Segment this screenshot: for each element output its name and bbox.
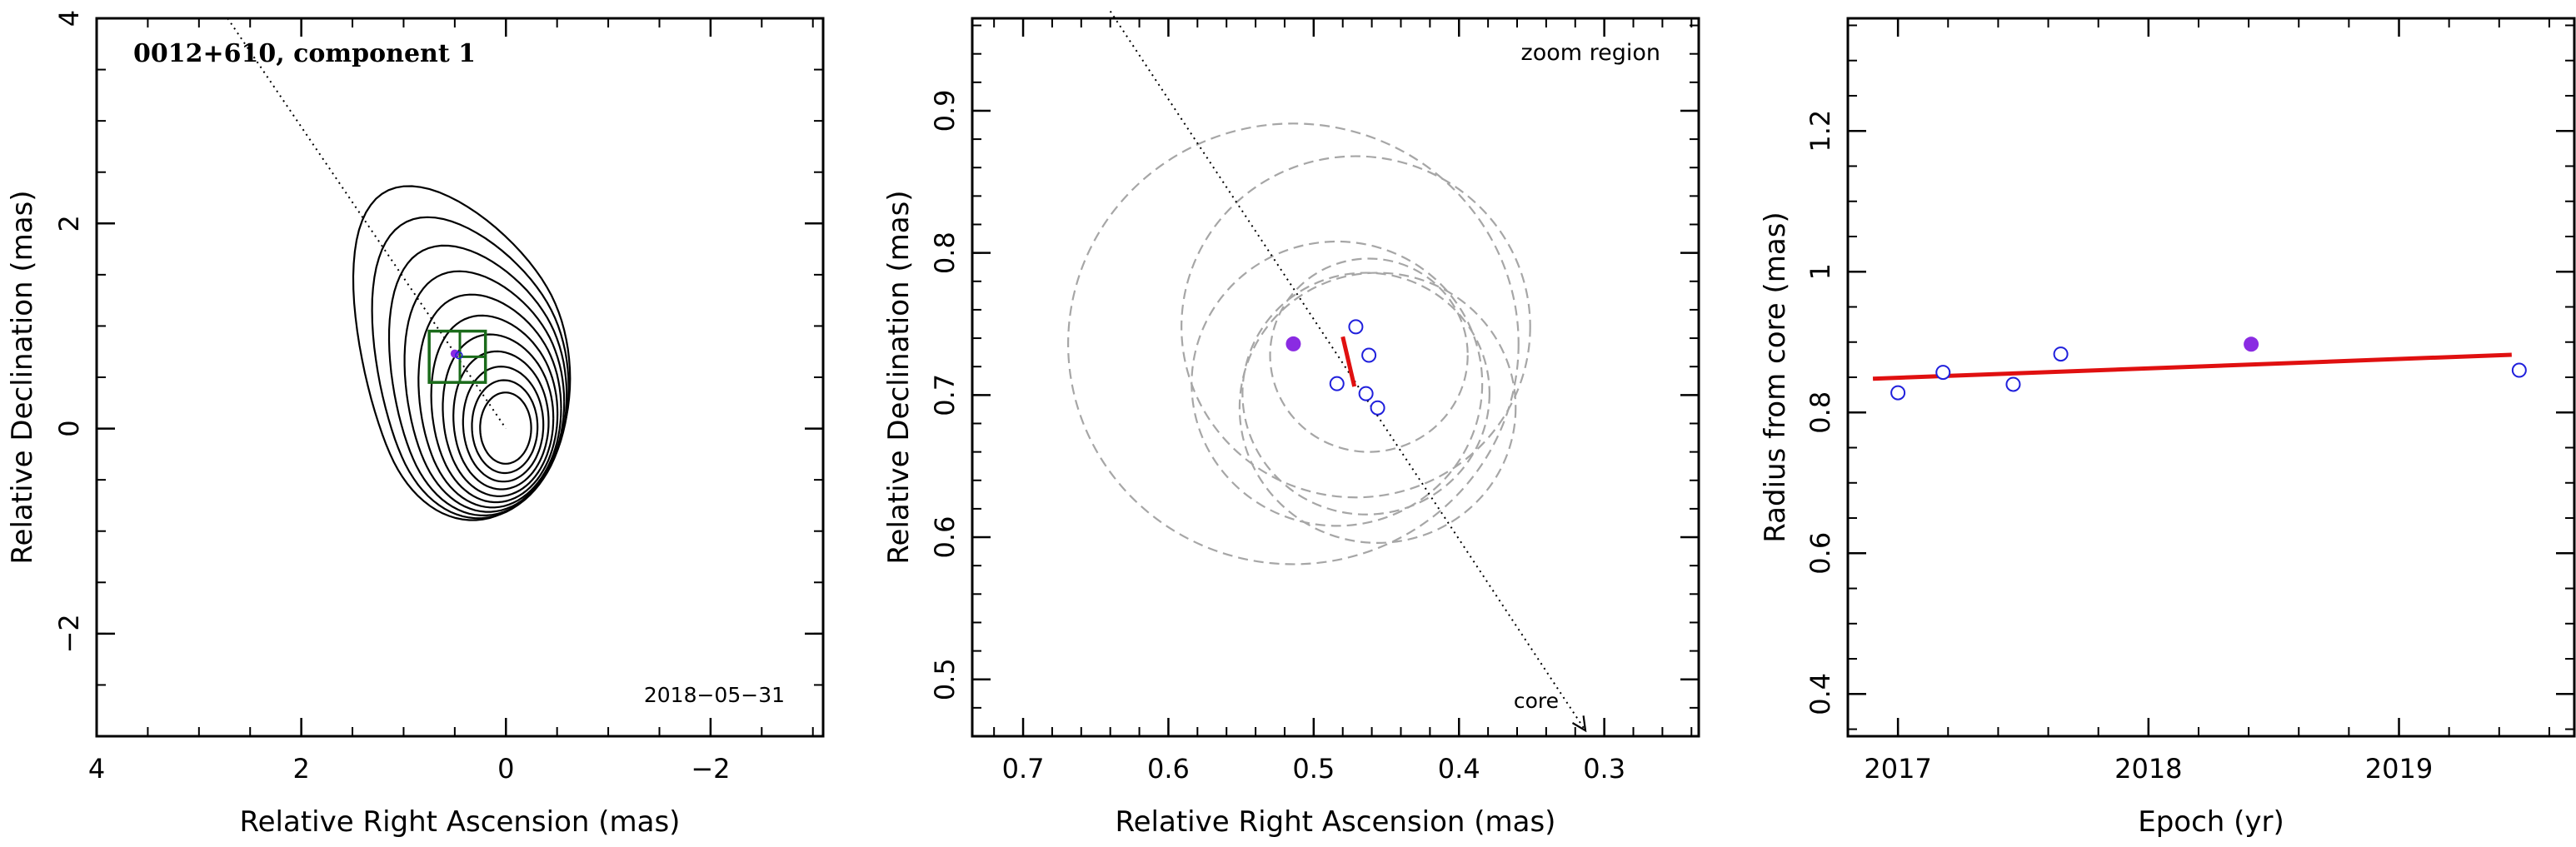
position-point [1370, 400, 1385, 416]
contour-level [471, 379, 539, 475]
contour-level [442, 333, 555, 497]
y-tick-label: 0.8 [1805, 391, 1836, 434]
x-tick-label: 4 [88, 753, 105, 785]
y-tick-label: 1.2 [1805, 110, 1836, 152]
plot-frame [971, 17, 1700, 738]
x-tick-label: −2 [691, 753, 730, 785]
contour-level [430, 314, 559, 504]
contour-level [371, 216, 570, 520]
position-point [1358, 386, 1374, 401]
component-marker-open [455, 351, 463, 360]
x-tick-label: 0.7 [1002, 753, 1045, 785]
contour-level [352, 185, 572, 521]
component-marker [450, 349, 459, 358]
x-tick-label: 0.5 [1292, 753, 1335, 785]
zoom-overlays [1109, 10, 1587, 733]
position-point [1348, 319, 1364, 335]
component-positions [1286, 319, 1385, 416]
uncertainty-circles [1067, 122, 1531, 565]
uncertainty-circle [1238, 272, 1517, 544]
x-tick-label: 2018 [2114, 753, 2182, 785]
highlighted-epoch-point [1286, 336, 1301, 351]
core-arrowhead [1571, 715, 1587, 733]
zoom-region-label: zoom region [1521, 40, 1660, 66]
x-tick-label: 0.4 [1438, 753, 1480, 785]
axis-ticks: 4 2 0 −2 −2 0 2 4 [53, 10, 823, 785]
x-tick-label: 0.3 [1583, 753, 1625, 785]
radius-point [1890, 385, 1906, 401]
contour-level [462, 365, 545, 483]
uncertainty-circle [1181, 155, 1531, 499]
y-tick-label: 0.7 [929, 374, 961, 416]
epoch-label: 2018−05−31 [644, 683, 785, 707]
y-axis-label: Radius from core (mas) [1759, 212, 1792, 542]
y-tick-label: 0.6 [1805, 532, 1836, 575]
contour-lines [352, 185, 572, 521]
uncertainty-circle [1241, 272, 1490, 516]
linear-fit-line [1872, 352, 2512, 381]
y-tick-label: 1 [1805, 263, 1836, 280]
radius-points [1890, 336, 2527, 401]
contour-level [417, 293, 562, 509]
radius-point [2511, 362, 2527, 378]
core-label: core [1514, 689, 1559, 713]
map-title: 0012+610, component 1 [133, 39, 476, 68]
y-tick-label: −2 [53, 614, 85, 653]
highlighted-epoch-point [2244, 336, 2259, 352]
y-tick-label: 0.5 [929, 658, 961, 700]
y-tick-label: 2 [53, 215, 85, 232]
panel-zoom-region: 0.7 0.6 0.5 0.4 0.3 0.5 0.6 0.7 0.8 0.9 zoom regi… [882, 10, 1700, 839]
x-tick-label: 2017 [1864, 753, 1931, 785]
axis-ticks: 0.7 0.6 0.5 0.4 0.3 0.5 0.6 0.7 0.8 0.9 [929, 18, 1699, 785]
x-tick-label: 2 [292, 753, 309, 785]
x-axis-label: Relative Right Ascension (mas) [1116, 805, 1556, 839]
y-tick-label: 0.9 [929, 90, 961, 132]
x-axis-label: Relative Right Ascension (mas) [240, 805, 681, 839]
radius-point [2053, 346, 2069, 362]
uncertainty-circle [1067, 122, 1520, 565]
motion-fit-segment [1340, 336, 1357, 387]
y-tick-label: 0.6 [929, 516, 961, 559]
x-tick-label: 0 [497, 753, 514, 785]
y-axis-label: Relative Declination (mas) [6, 190, 39, 564]
position-point [1329, 376, 1345, 391]
jet-direction-line [1109, 10, 1586, 731]
jet-axis-line [227, 17, 507, 430]
panel-contour-map: 4 2 0 −2 −2 0 2 4 0012+610, component 1 2018−05… [6, 10, 825, 839]
y-tick-label: 4 [53, 10, 85, 27]
y-tick-label: 0 [53, 420, 85, 436]
y-tick-label: 0.4 [1805, 673, 1836, 715]
radius-point [2005, 376, 2021, 392]
x-tick-label: 2019 [2365, 753, 2433, 785]
map-overlays [227, 17, 507, 430]
y-tick-label: 0.8 [929, 232, 961, 274]
uncertainty-circle [1269, 257, 1469, 453]
fit-line-group [1872, 352, 2512, 381]
contour-level [452, 350, 550, 491]
uncertainty-circle [1191, 240, 1484, 527]
panel-radius-vs-epoch: 2017 2018 2019 0.4 0.6 0.8 1 1.2 Epoch (yr) Rad… [1759, 17, 2576, 839]
position-point [1361, 347, 1377, 363]
axis-ticks: 2017 2018 2019 0.4 0.6 0.8 1 1.2 [1805, 18, 2574, 785]
contour-level [479, 391, 532, 465]
x-tick-label: 0.6 [1147, 753, 1190, 785]
radius-point [1935, 365, 1951, 381]
x-axis-label: Epoch (yr) [2138, 805, 2284, 839]
y-axis-label: Relative Declination (mas) [882, 190, 916, 564]
